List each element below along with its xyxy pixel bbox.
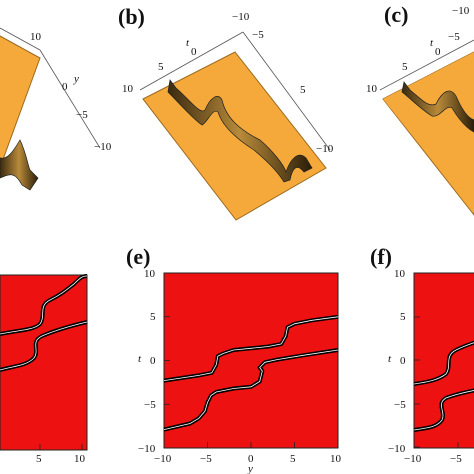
density-background: [0, 274, 88, 451]
xtick-f-0: −10: [404, 453, 422, 465]
tick-c-right-0: −10: [452, 5, 470, 17]
xtick-e-4: 10: [330, 453, 342, 465]
panel-f-density: (f) 10 5 0 −5 −10 t −10 −5: [370, 244, 474, 465]
density-curve-highlight-0: [163, 316, 339, 381]
tick-a-left: 10: [30, 31, 42, 43]
density-curve-highlight: [0, 275, 88, 335]
density-background: [163, 272, 339, 449]
axis-var-c-t-sub: 0: [435, 46, 441, 58]
xtick-e-1: −5: [200, 453, 212, 465]
panel-label-f: (f): [370, 244, 392, 269]
ytick-e-1: 5: [150, 311, 156, 323]
tick-c-right-1: −5: [448, 31, 460, 43]
ytick-f-3: −5: [394, 399, 406, 411]
tick-c-left-1: 5: [402, 61, 408, 73]
ytick-e-3: −5: [144, 399, 156, 411]
tick-b-left-1: 5: [158, 61, 164, 73]
axis-frame-left: [139, 31, 244, 91]
axis-ticks: [163, 272, 339, 449]
soliton-ridge: [0, 139, 39, 191]
tick-a-right-2: −10: [94, 141, 112, 153]
xtick-e-3: 5: [290, 453, 296, 465]
surface-plane-body: [383, 52, 474, 215]
panel-label-e: (e): [126, 244, 150, 269]
xtick-d-0: 5: [36, 453, 42, 465]
panel-c-3d: (c) t 0 10 5 −10 −5: [366, 2, 474, 216]
ytick-f-2: 0: [400, 355, 406, 367]
tick-a-right-0: 0: [62, 81, 68, 93]
ytick-e-4: −10: [138, 443, 156, 455]
density-curves: [163, 314, 339, 432]
tick-b-left-0: 10: [122, 83, 134, 95]
ylabel-e: t: [138, 353, 142, 365]
panel-label-c: (c): [384, 2, 408, 27]
panel-a-3d: 10 y 0 −5 −10: [0, 27, 112, 191]
tick-c-left-0: 10: [366, 83, 378, 95]
axis-var-b-t-sub: 0: [191, 46, 197, 58]
axis-frame-right: [39, 49, 101, 149]
xtick-e-2: 0: [248, 453, 254, 465]
density-background: [413, 272, 474, 449]
tick-a-right-1: −5: [76, 109, 88, 121]
soliton-ridge: [167, 79, 313, 183]
axis-frame-left: [0, 27, 41, 51]
axis-var-b-t: t: [186, 37, 190, 49]
panel-label-b: (b): [118, 4, 145, 29]
density-curve-highlight: [413, 342, 474, 385]
tick-b-right-3: −10: [316, 143, 334, 155]
ytick-f-0: 10: [394, 268, 406, 280]
panel-b-3d: (b) t 0 10 5 −10 −5 5 −10: [118, 4, 334, 221]
axis-frame-right: [242, 31, 331, 151]
soliton-ridge: [401, 81, 474, 133]
tick-b-right-1: −5: [252, 29, 264, 41]
ytick-f-1: 5: [400, 311, 406, 323]
panel-d-density: 5 10: [0, 274, 88, 465]
x-ticks-d: [39, 444, 83, 450]
xlabel-e: y: [247, 463, 253, 474]
density-curve-highlight: [0, 321, 88, 371]
axis-frame-left: [379, 39, 474, 91]
ytick-f-4: −10: [388, 443, 406, 455]
xtick-f-1: −5: [450, 453, 462, 465]
xtick-d-1: 10: [74, 453, 86, 465]
tick-b-right-2: 5: [300, 84, 306, 96]
density-curve-highlight: [413, 389, 474, 431]
xtick-e-0: −10: [154, 453, 172, 465]
y-ticks-f: [413, 272, 459, 448]
tick-b-right-0: −10: [232, 11, 250, 23]
ylabel-f: t: [388, 353, 392, 365]
axis-var-c-t: t: [430, 37, 434, 49]
surface-plane: [0, 35, 41, 170]
ytick-e-2: 0: [150, 355, 156, 367]
ytick-e-0: 10: [144, 268, 156, 280]
panel-e-density: (e) 10 5 0 −5 −10 t −10 −5 0 5 10 y: [126, 244, 342, 474]
density-curve-highlight-1: [163, 349, 339, 430]
axis-var-a-y: y: [73, 73, 79, 85]
